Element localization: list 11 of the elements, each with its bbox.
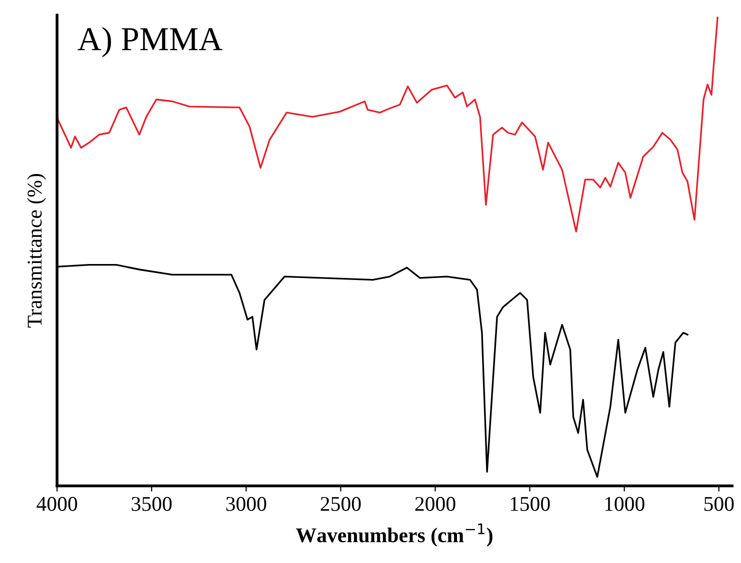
chart-title: A) PMMA xyxy=(78,26,222,58)
x-tick-label: 1500 xyxy=(510,496,550,511)
x-tick-label: 4000 xyxy=(36,496,78,511)
x-tick-label: 500 xyxy=(704,496,734,511)
x-tick-label: 3500 xyxy=(132,496,172,511)
x-axis-title: Wavenumbers (cm$^{−1}$) xyxy=(296,524,492,547)
x-tick-label: 1000 xyxy=(605,496,644,511)
x-tick-label: 2000 xyxy=(415,496,456,511)
x-tick-label: 2500 xyxy=(320,496,361,511)
y-axis-title: Transmittance (%) xyxy=(27,174,46,328)
x-tick-label: 3000 xyxy=(226,496,266,511)
